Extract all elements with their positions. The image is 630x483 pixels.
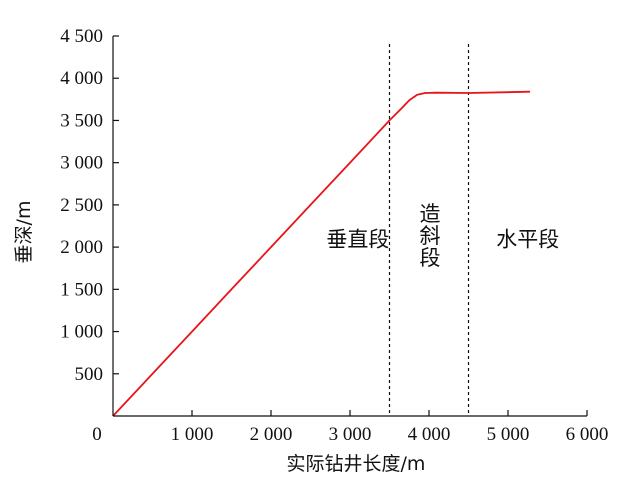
region-labels: 垂直段 造斜段 水平段 xyxy=(326,203,559,269)
y-tick-label: 3 500 xyxy=(60,110,103,131)
y-axis-title: 垂深/m xyxy=(13,201,35,264)
x-tick-label: 4 000 xyxy=(408,424,451,445)
y-tick-label: 4 000 xyxy=(60,68,103,89)
y-tick-label: 3 000 xyxy=(60,153,103,174)
origin-label: 0 xyxy=(92,424,102,445)
y-tick-label: 500 xyxy=(75,364,104,385)
y-tick-label: 2 000 xyxy=(60,237,103,258)
x-tick-label: 1 000 xyxy=(171,424,214,445)
y-tick-label: 4 500 xyxy=(60,26,103,47)
axes xyxy=(112,36,587,417)
depth-series-line xyxy=(112,90,531,417)
y-tick-label: 2 500 xyxy=(60,195,103,216)
region-label: 垂直段 xyxy=(326,228,389,252)
region-label: 造斜段 xyxy=(417,203,441,269)
y-tick-label: 1 500 xyxy=(60,279,103,300)
x-tick-label: 2 000 xyxy=(250,424,293,445)
x-tick-label: 3 000 xyxy=(329,424,372,445)
region-label: 水平段 xyxy=(496,228,559,252)
ticks: 1 000 2 000 3 000 4 000 5 000 6 000 500 1 000 1 … xyxy=(60,26,608,445)
plot-area xyxy=(112,44,531,417)
x-tick-label: 6 000 xyxy=(566,424,609,445)
x-axis-title: 实际钻井长度/m xyxy=(287,453,426,475)
y-tick-label: 1 000 xyxy=(60,322,103,343)
x-tick-label: 5 000 xyxy=(487,424,530,445)
